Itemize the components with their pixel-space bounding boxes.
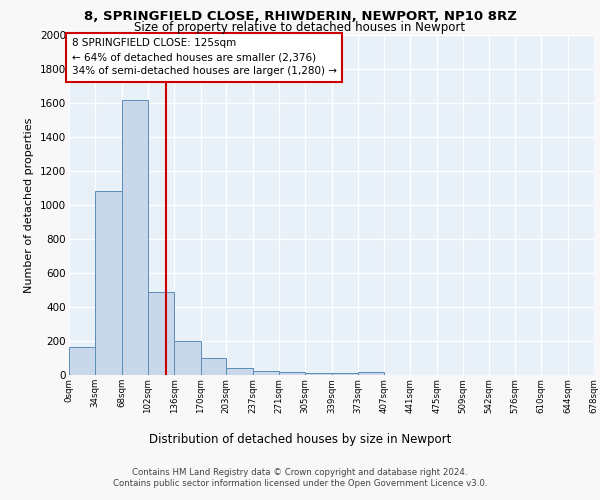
- Text: Contains HM Land Registry data © Crown copyright and database right 2024.
Contai: Contains HM Land Registry data © Crown c…: [113, 468, 487, 487]
- Bar: [122, 100, 148, 375]
- Text: 8 SPRINGFIELD CLOSE: 125sqm
← 64% of detached houses are smaller (2,376)
34% of : 8 SPRINGFIELD CLOSE: 125sqm ← 64% of det…: [71, 38, 337, 76]
- Bar: [175, 341, 200, 375]
- Bar: [148, 292, 175, 375]
- Bar: [253, 371, 279, 375]
- Bar: [226, 368, 253, 375]
- Bar: [95, 192, 122, 375]
- Text: Distribution of detached houses by size in Newport: Distribution of detached houses by size …: [149, 432, 451, 446]
- Bar: [200, 358, 226, 375]
- Bar: [69, 347, 95, 375]
- Text: Size of property relative to detached houses in Newport: Size of property relative to detached ho…: [134, 21, 466, 34]
- Text: 8, SPRINGFIELD CLOSE, RHIWDERIN, NEWPORT, NP10 8RZ: 8, SPRINGFIELD CLOSE, RHIWDERIN, NEWPORT…: [83, 10, 517, 23]
- Bar: [331, 374, 358, 375]
- Bar: [358, 372, 384, 375]
- Bar: [279, 372, 305, 375]
- Y-axis label: Number of detached properties: Number of detached properties: [25, 118, 34, 292]
- Bar: [305, 374, 331, 375]
